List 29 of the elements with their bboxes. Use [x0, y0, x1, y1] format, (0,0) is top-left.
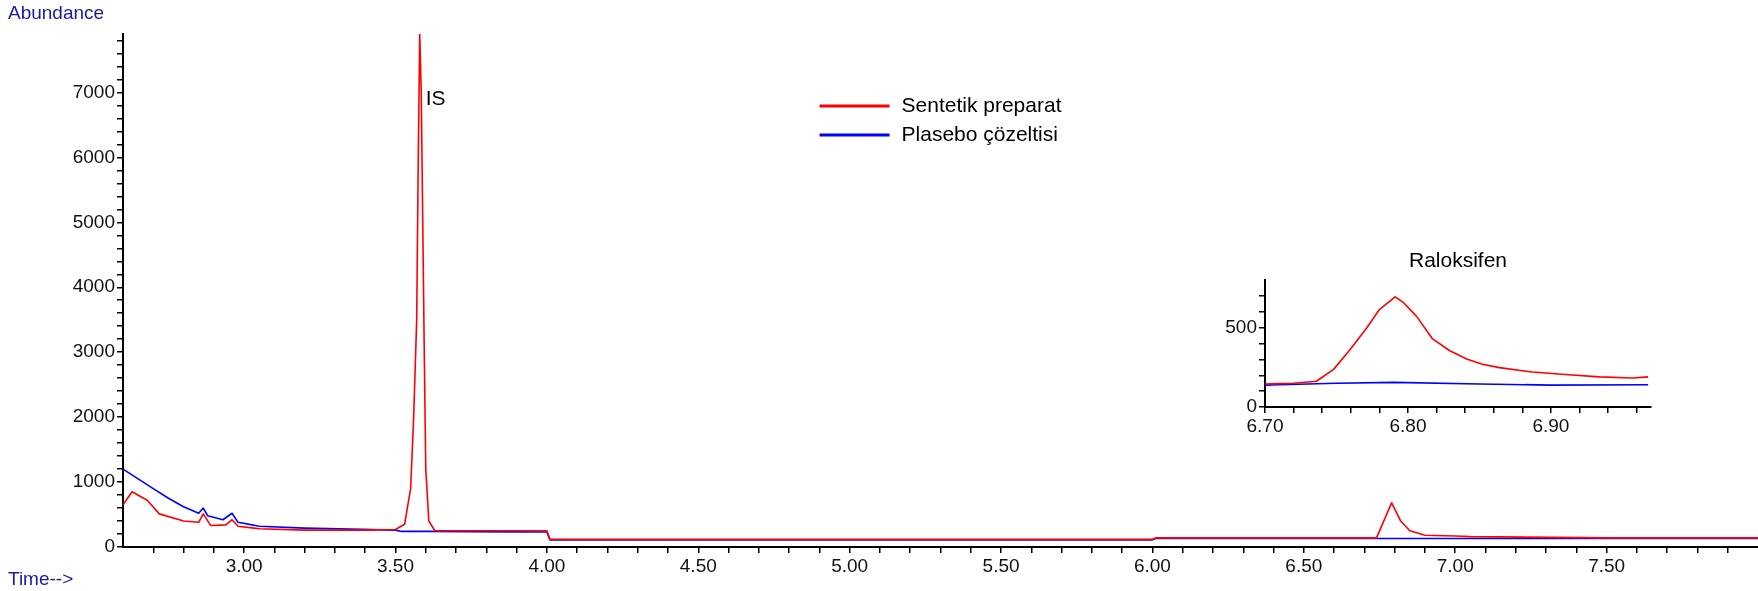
y-tick-label: 4000 [72, 275, 115, 297]
legend-label: Plasebo çözeltisi [901, 121, 1058, 145]
x-tick-label: 6.50 [1285, 554, 1323, 576]
y-tick-label: 2000 [72, 405, 115, 427]
x-tick-label: 3.00 [225, 554, 263, 576]
y-tick-label: 0 [1246, 395, 1257, 417]
x-tick-label: 5.50 [982, 554, 1020, 576]
y-tick-label: 7000 [72, 80, 115, 102]
legend-label: Sentetik preparat [901, 92, 1062, 116]
x-tick-label: 7.50 [1588, 554, 1626, 576]
x-tick-label: 7.00 [1436, 554, 1474, 576]
x-tick-label: 5.00 [831, 554, 869, 576]
x-tick-label: 6.70 [1246, 414, 1284, 436]
x-tick-label: 4.50 [679, 554, 717, 576]
x-tick-label: 6.80 [1389, 414, 1427, 436]
y-tick-label: 6000 [72, 145, 115, 167]
annotation: IS [425, 85, 446, 109]
x-axis-title: Time--> [8, 567, 74, 589]
y-tick-label: 500 [1225, 315, 1257, 337]
x-tick-label: 3.50 [377, 554, 414, 576]
y-tick-label: 0 [104, 535, 115, 557]
chart-title: Raloksifen [1408, 248, 1508, 272]
x-tick-label: 6.90 [1532, 414, 1570, 436]
y-tick-label: 3000 [72, 340, 115, 362]
y-tick-label: 1000 [72, 470, 115, 492]
x-tick-label: 4.00 [528, 554, 566, 576]
x-tick-label: 6.00 [1133, 554, 1171, 576]
y-axis-title: Abundance [8, 1, 105, 23]
y-tick-label: 5000 [72, 210, 115, 232]
